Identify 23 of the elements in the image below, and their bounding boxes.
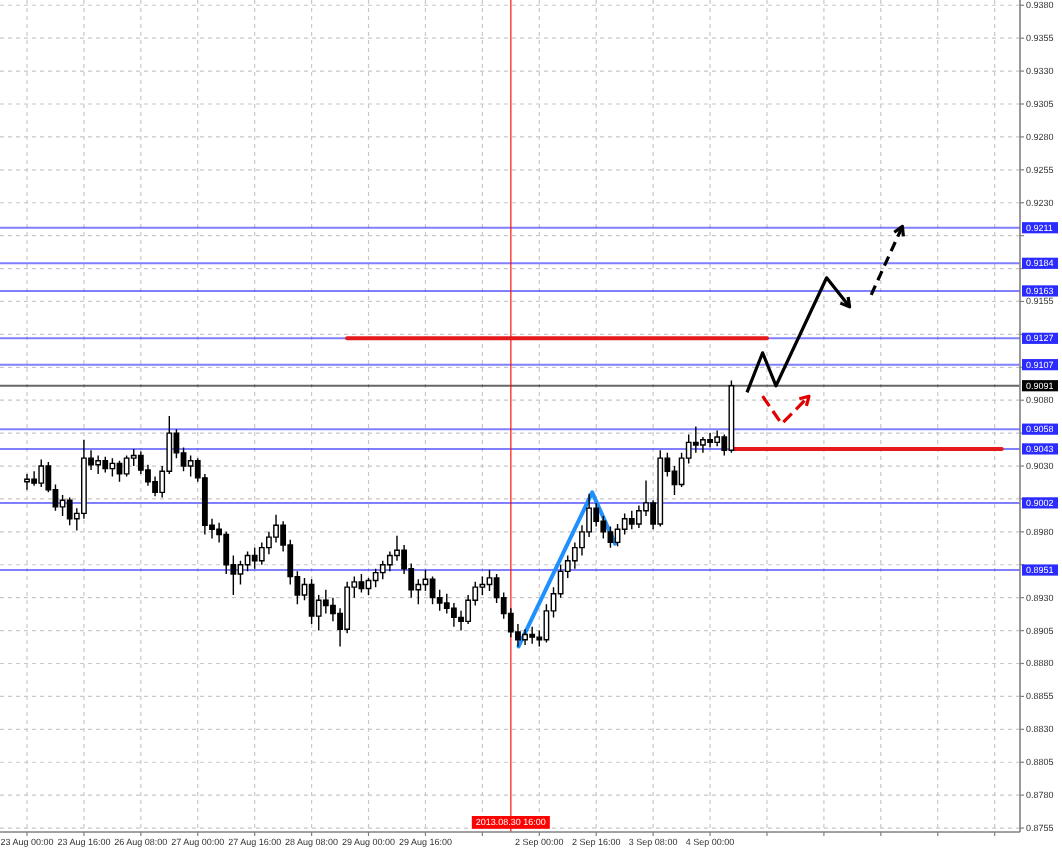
- candlestick: [109, 457, 116, 478]
- candlestick: [102, 456, 109, 474]
- candlestick: [123, 454, 130, 478]
- candlestick: [24, 473, 30, 491]
- candlestick: [714, 429, 721, 447]
- candlestick: [372, 568, 379, 588]
- candlestick: [365, 577, 372, 596]
- candlestick: [379, 560, 386, 580]
- candlestick: [657, 449, 664, 528]
- candlestick: [66, 496, 73, 526]
- candlestick: [728, 379, 735, 454]
- candlestick: [358, 573, 365, 594]
- candlestick: [628, 510, 635, 530]
- candlestick: [38, 458, 45, 488]
- candlestick: [707, 432, 713, 449]
- candlestick: [116, 460, 123, 483]
- candlestick: [251, 546, 258, 570]
- candlestick: [529, 625, 536, 645]
- candlestick: [522, 628, 528, 646]
- candlestick: [95, 454, 102, 475]
- candlestick: [308, 578, 315, 625]
- candlestick: [187, 454, 194, 478]
- candlestick: [451, 602, 457, 628]
